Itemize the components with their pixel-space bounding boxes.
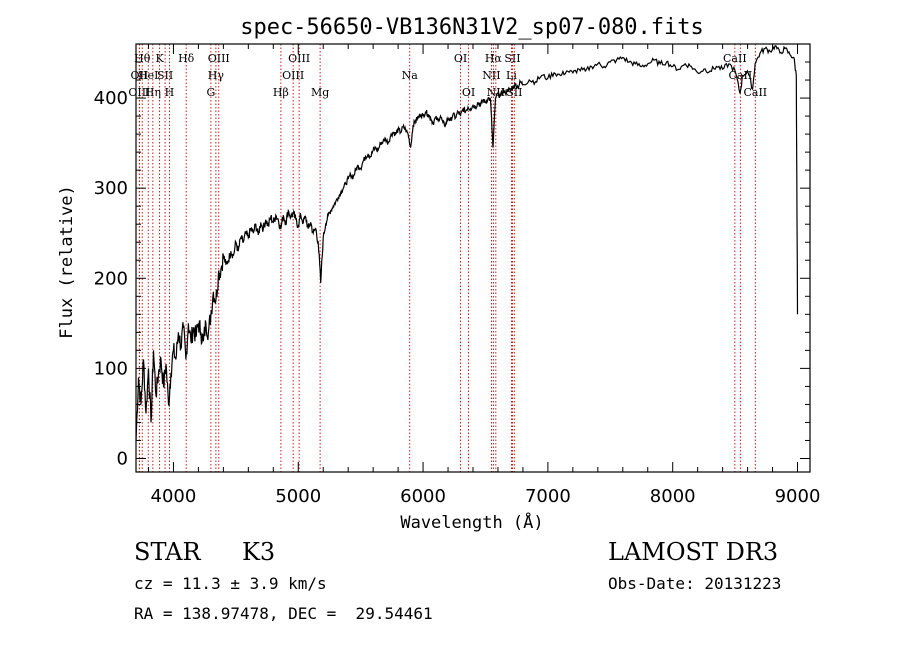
x-tick-label: 4000: [151, 486, 197, 507]
spectral-line-label: CaII: [743, 86, 767, 99]
spectral-line-label: Hδ: [178, 52, 195, 65]
spectral-line-label: Hα: [485, 52, 503, 65]
y-axis: 0 100 200 300 400: [94, 61, 810, 469]
spectral-line-label: Mg: [311, 86, 329, 99]
y-tick-label: 300: [94, 178, 128, 199]
spectral-line-label: OI: [454, 52, 467, 65]
spectral-line-label: Hβ: [273, 86, 289, 99]
spectral-line-label: G: [206, 86, 215, 99]
spectral-line-label: Hη: [145, 86, 161, 99]
spectral-line-label: H: [165, 86, 175, 99]
object-class: STAR: [134, 538, 201, 566]
spectral-line-label: NII: [482, 69, 500, 82]
spectral-line-label: OIII: [208, 52, 230, 65]
spectral-line-label: HeI: [138, 69, 158, 82]
spectral-line-label: Li: [506, 69, 517, 82]
plot-frame: [135, 43, 811, 473]
spectral-line-label: OII: [131, 69, 149, 82]
spectral-line-labels: Hθ OII OIII HeI Hη K SII H Hδ G Hγ OIII Hβ OIII OIII Mg…: [128, 52, 767, 99]
y-tick-label: 100: [94, 358, 128, 379]
x-tick-label: 7000: [525, 486, 571, 507]
spectral-line-label: CaII: [723, 52, 747, 65]
x-tick-label: 5000: [275, 486, 321, 507]
spectral-line-label: SII: [504, 52, 520, 65]
spectral-line-label: OI: [462, 86, 475, 99]
spectral-line-label: Na: [402, 69, 419, 82]
spectral-line-label: Hθ: [134, 52, 151, 65]
spectral-line-label: SII: [157, 69, 173, 82]
spectral-line-label: OIII: [282, 69, 304, 82]
coordinates: RA = 138.97478, DEC = 29.54461: [134, 604, 433, 623]
y-tick-label: 0: [117, 448, 128, 469]
x-tick-label: 9000: [775, 486, 821, 507]
spectrum-series-line: [135, 45, 799, 441]
survey-name: LAMOST DR3: [608, 538, 779, 566]
x-axis: 4000 5000 6000 7000 8000 9000: [147, 44, 821, 507]
spectral-line-label: OIII: [128, 86, 150, 99]
x-tick-label: 6000: [400, 486, 446, 507]
x-axis-label: Wavelength (Å): [400, 511, 543, 533]
object-subclass: K3: [242, 538, 276, 566]
y-tick-label: 400: [94, 88, 128, 109]
y-tick-label: 200: [94, 268, 128, 289]
y-axis-label: Flux (relative): [57, 185, 77, 339]
observation-date: Obs-Date: 20131223: [608, 574, 782, 593]
spectral-line-markers: [138, 44, 756, 472]
spectral-line-label: K: [155, 52, 164, 65]
x-tick-label: 8000: [650, 486, 696, 507]
spectral-line-label: Hγ: [208, 69, 225, 82]
spectral-line-label: OIII: [288, 52, 310, 65]
chart-title: spec-56650-VB136N31V2_sp07-080.fits: [240, 15, 704, 40]
redshift-cz: cz = 11.3 ± 3.9 km/s: [134, 574, 327, 593]
